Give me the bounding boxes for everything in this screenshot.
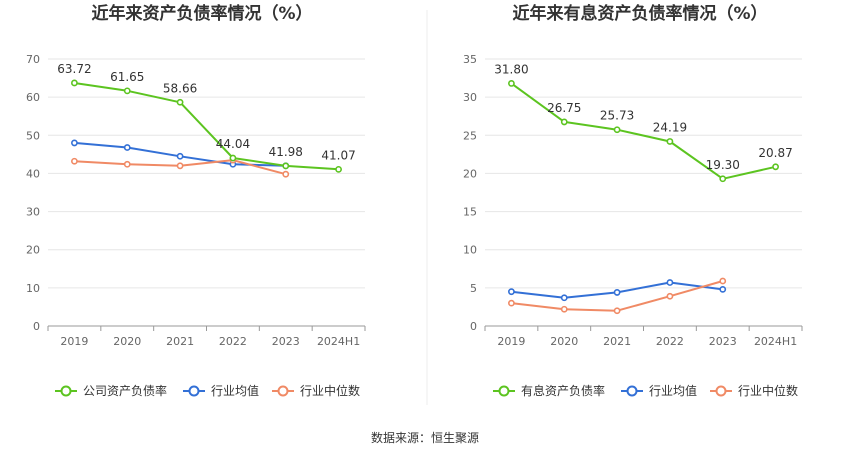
y-tick-label: 40 <box>26 167 40 180</box>
x-tick-label: 2024H1 <box>317 335 360 348</box>
data-point <box>560 118 568 126</box>
data-label: 41.98 <box>269 145 303 159</box>
data-point <box>335 165 342 173</box>
y-tick-label: 0 <box>33 320 40 333</box>
y-tick-label: 20 <box>26 244 40 257</box>
chart-title: 近年来资产负债率情况（%） <box>91 3 312 24</box>
chart-title: 近年来有息资产负债率情况（%） <box>512 3 767 24</box>
data-point <box>282 170 290 178</box>
x-tick-label: 2022 <box>656 335 684 348</box>
data-point <box>123 160 131 168</box>
data-point <box>508 288 515 296</box>
data-point <box>176 162 184 170</box>
data-point <box>229 154 237 162</box>
data-point <box>560 305 568 313</box>
data-point <box>719 175 727 183</box>
legend-label: 行业中位数 <box>738 383 798 398</box>
x-tick-label: 2024H1 <box>754 335 797 348</box>
data-label: 63.72 <box>57 62 91 76</box>
y-tick-label: 50 <box>26 129 40 142</box>
data-point <box>71 79 78 87</box>
y-tick-label: 0 <box>470 320 477 333</box>
data-point <box>71 139 78 147</box>
legend-swatch-marker <box>188 385 200 397</box>
data-point <box>508 80 515 87</box>
y-tick-label: 30 <box>26 206 40 219</box>
x-tick-label: 2022 <box>219 335 247 348</box>
series-line <box>74 82 339 171</box>
y-tick-label: 5 <box>470 282 477 295</box>
series-line <box>510 82 776 180</box>
y-tick-label: 20 <box>463 167 477 180</box>
data-label: 19.30 <box>706 158 740 172</box>
data-label: 24.19 <box>653 120 687 134</box>
data-point <box>176 152 184 160</box>
data-point <box>176 98 184 106</box>
data-point <box>772 163 779 171</box>
chart-right: 近年来有息资产负债率情况（%） 0 5 10 15 20 25 30 35 2019 2020 202… <box>463 3 803 398</box>
data-label: 58.66 <box>163 81 197 95</box>
legend-swatch-marker <box>715 385 727 397</box>
data-point <box>613 307 621 315</box>
legend-swatch-marker <box>626 385 638 397</box>
x-tick-label: 2023 <box>272 335 300 348</box>
data-label: 44.04 <box>216 137 250 151</box>
data-label: 25.73 <box>600 109 634 123</box>
data-point <box>666 138 674 145</box>
data-point <box>123 144 131 151</box>
legend-label: 行业中位数 <box>300 383 360 398</box>
data-point <box>560 294 568 302</box>
x-tick-label: 2019 <box>60 335 88 348</box>
x-tick-label: 2021 <box>603 335 631 348</box>
data-label: 41.07 <box>321 148 355 162</box>
x-tick-label: 2019 <box>497 335 525 348</box>
data-point <box>613 289 621 296</box>
data-point <box>613 126 621 134</box>
x-tick-label: 2023 <box>709 335 737 348</box>
y-tick-label: 10 <box>463 244 477 257</box>
y-tick-label: 10 <box>26 282 40 295</box>
y-tick-label: 60 <box>26 91 40 104</box>
legend-label: 有息资产负债率 <box>521 383 605 398</box>
data-source-note: 数据来源：恒生聚源 <box>371 430 479 445</box>
data-label: 26.75 <box>547 101 581 115</box>
data-label: 61.65 <box>110 70 144 84</box>
chart-left: 近年来资产负债率情况（%） 0 10 20 30 40 50 60 70 2019 2020 2021… <box>26 3 366 398</box>
y-tick-label: 15 <box>463 206 477 219</box>
data-point <box>719 285 727 293</box>
legend-swatch-marker <box>498 385 510 397</box>
data-label: 20.87 <box>758 146 792 160</box>
y-tick-label: 25 <box>463 129 477 142</box>
x-tick-label: 2020 <box>550 335 578 348</box>
legend-swatch-marker <box>277 385 289 397</box>
data-label: 31.80 <box>494 62 528 76</box>
data-point <box>719 277 727 285</box>
y-tick-label: 30 <box>463 91 477 104</box>
x-tick-label: 2021 <box>166 335 194 348</box>
data-point <box>508 299 515 307</box>
data-point <box>666 279 674 286</box>
legend-swatch-marker <box>60 385 72 397</box>
legend-label: 行业均值 <box>649 383 697 398</box>
data-point <box>71 157 78 165</box>
y-tick-label: 35 <box>463 53 477 66</box>
y-tick-label: 70 <box>26 53 40 66</box>
data-point <box>666 292 674 300</box>
data-point <box>282 162 290 170</box>
legend-label: 行业均值 <box>211 383 259 398</box>
data-point <box>123 87 131 95</box>
legend-label: 公司资产负债率 <box>83 383 167 398</box>
x-tick-label: 2020 <box>113 335 141 348</box>
